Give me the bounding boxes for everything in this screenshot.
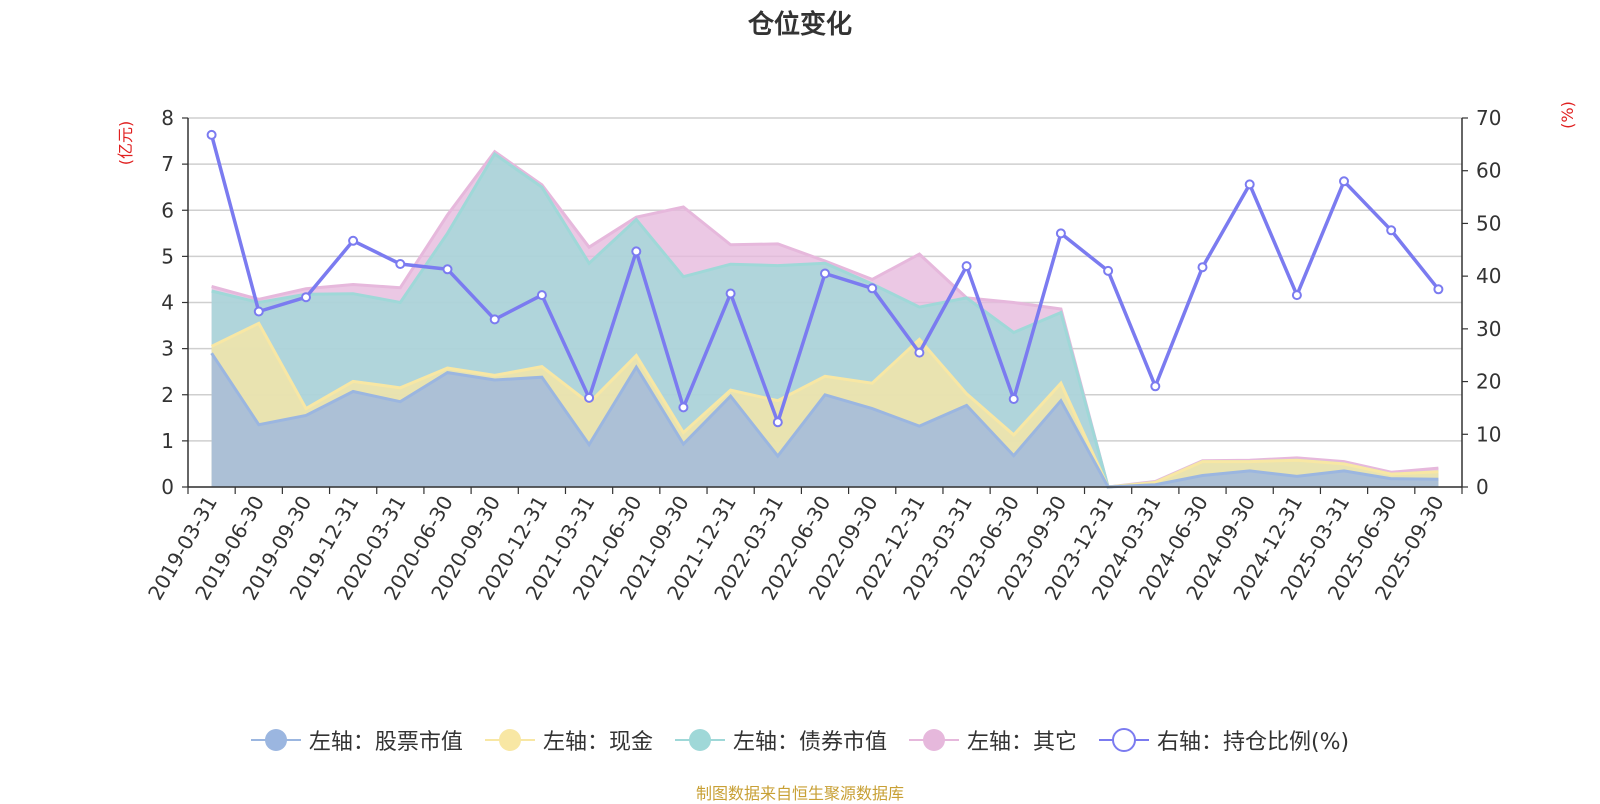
legend-area-marker-icon	[484, 729, 535, 751]
line-point	[1386, 225, 1397, 236]
line-point	[1244, 179, 1255, 190]
right-axis-tick-label: 30	[1476, 317, 1501, 341]
legend-label: 右轴：持仓比例(%)	[1156, 730, 1350, 755]
line-point	[1433, 284, 1444, 295]
line-point	[772, 417, 783, 428]
legend-area-marker-icon	[674, 729, 725, 751]
right-axis-tick-label: 50	[1476, 211, 1501, 235]
line-point	[1150, 381, 1161, 392]
right-axis-tick-label: 40	[1476, 264, 1501, 288]
line-point	[1291, 290, 1302, 301]
line-point	[253, 306, 264, 317]
line-point	[206, 129, 217, 140]
line-point	[678, 402, 689, 413]
legend-item[interactable]: 左轴：其它	[908, 724, 1077, 756]
line-point	[1103, 265, 1114, 276]
legend: 左轴：股票市值 左轴：现金 左轴：债券市值 左轴：其它 右轴：持仓比例(%)	[0, 722, 1600, 758]
left-axis-tick-label: 0	[161, 475, 174, 499]
left-axis-tick-label: 1	[161, 429, 174, 453]
line-point	[584, 392, 595, 403]
legend-label: 左轴：债券市值	[732, 730, 887, 755]
legend-label: 左轴：其它	[966, 730, 1077, 755]
line-point	[348, 235, 359, 246]
left-axis-tick-label: 3	[161, 337, 174, 361]
left-axis-tick-label: 7	[161, 152, 174, 176]
line-point	[489, 314, 500, 325]
legend-area-marker-icon	[908, 729, 959, 751]
line-point	[914, 347, 925, 358]
legend-item[interactable]: 左轴：债券市值	[674, 724, 887, 756]
right-axis-tick-label: 60	[1476, 159, 1501, 183]
line-point	[1339, 176, 1349, 187]
left-axis-unit-label: (亿元)	[116, 121, 135, 166]
legend-label: 左轴：股票市值	[308, 730, 463, 755]
legend-label: 左轴：现金	[542, 730, 653, 755]
left-axis-tick-label: 5	[161, 244, 174, 268]
right-axis-tick-label: 70	[1476, 106, 1501, 130]
line-point	[820, 268, 830, 279]
line-point	[867, 283, 878, 294]
line-point	[631, 246, 642, 257]
legend-item[interactable]: 左轴：现金	[484, 724, 653, 756]
area-edge-左轴：股票市值	[210, 352, 1439, 489]
legend-line-marker-icon	[1098, 728, 1149, 752]
area-edge-左轴：现金	[210, 321, 1439, 489]
left-axis-tick-label: 8	[161, 106, 174, 130]
left-axis-tick-label: 6	[161, 198, 174, 222]
legend-item[interactable]: 右轴：持仓比例(%)	[1098, 724, 1350, 756]
line-point	[1055, 228, 1066, 239]
legend-item[interactable]: 左轴：股票市值	[250, 724, 463, 756]
line-point	[725, 288, 736, 299]
left-axis-tick-label: 4	[161, 291, 174, 315]
data-source-footer: 制图数据来自恒生聚源数据库	[695, 784, 904, 803]
line-point	[961, 261, 972, 272]
left-axis-tick-label: 2	[161, 383, 174, 407]
line-point	[536, 290, 547, 301]
line-point	[395, 259, 406, 269]
right-axis-tick-label: 20	[1476, 370, 1501, 394]
right-axis-tick-label: 0	[1476, 475, 1489, 499]
right-axis-tick-label: 10	[1476, 422, 1501, 446]
legend-area-marker-icon	[250, 729, 301, 751]
line-point	[301, 292, 311, 303]
chart-title: 仓位变化	[747, 9, 852, 40]
line-point	[442, 264, 453, 275]
area-左轴：股票市值	[211, 353, 1439, 487]
right-axis-unit-label: (%)	[1558, 101, 1577, 129]
line-point	[1197, 262, 1208, 273]
line-point	[1008, 394, 1019, 404]
